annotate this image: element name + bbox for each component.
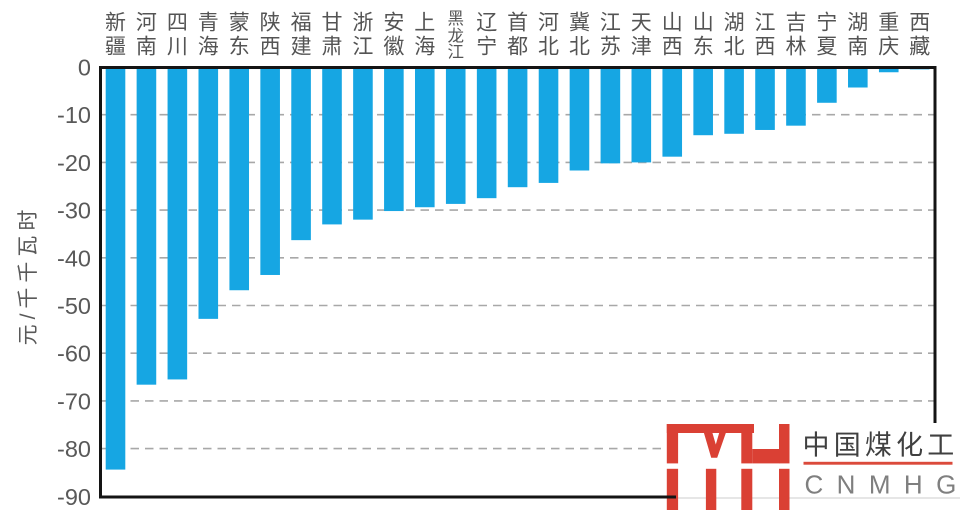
- svg-text:山西: 山西: [662, 12, 683, 59]
- svg-text:-70: -70: [57, 388, 91, 414]
- svg-text:宁夏: 宁夏: [816, 12, 837, 59]
- svg-text:江西: 江西: [755, 12, 776, 59]
- svg-text:山东: 山东: [693, 12, 714, 59]
- svg-text:福建: 福建: [291, 12, 312, 59]
- svg-text:黑龙江: 黑龙江: [447, 9, 464, 62]
- svg-text:元/千千瓦时: 元/千千瓦时: [17, 205, 40, 346]
- svg-text:浙江: 浙江: [352, 12, 373, 59]
- svg-text:安徽: 安徽: [383, 12, 404, 59]
- svg-text:河南: 河南: [136, 12, 157, 59]
- svg-text:-80: -80: [57, 436, 91, 462]
- svg-text:蒙东: 蒙东: [229, 12, 250, 59]
- svg-text:-10: -10: [57, 102, 91, 128]
- svg-text:新疆: 新疆: [105, 12, 126, 59]
- svg-text:河北: 河北: [538, 12, 559, 59]
- svg-text:湖北: 湖北: [724, 12, 745, 59]
- svg-text:西藏: 西藏: [909, 12, 930, 59]
- svg-text:CNMHG: CNMHG: [805, 470, 960, 500]
- svg-text:陕西: 陕西: [260, 12, 281, 59]
- svg-text:-20: -20: [57, 150, 91, 176]
- svg-text:中国煤化工: 中国煤化工: [803, 431, 959, 461]
- svg-text:甘肃: 甘肃: [322, 12, 343, 59]
- svg-text:江苏: 江苏: [600, 12, 621, 59]
- svg-text:天津: 天津: [631, 12, 652, 59]
- svg-text:-50: -50: [57, 293, 91, 319]
- svg-text:四川: 四川: [167, 12, 188, 59]
- svg-text:冀北: 冀北: [569, 12, 590, 59]
- svg-text:上海: 上海: [414, 12, 435, 59]
- svg-text:-30: -30: [57, 198, 91, 224]
- svg-text:-90: -90: [57, 484, 91, 510]
- svg-text:辽宁: 辽宁: [476, 12, 497, 59]
- svg-text:0: 0: [78, 55, 91, 81]
- svg-text:青海: 青海: [198, 12, 219, 59]
- svg-text:-60: -60: [57, 341, 91, 367]
- svg-text:湖南: 湖南: [847, 12, 868, 59]
- svg-text:重庆: 重庆: [878, 12, 899, 59]
- svg-text:首都: 首都: [507, 12, 528, 59]
- svg-text:吉林: 吉林: [786, 12, 807, 59]
- svg-text:-40: -40: [57, 245, 91, 271]
